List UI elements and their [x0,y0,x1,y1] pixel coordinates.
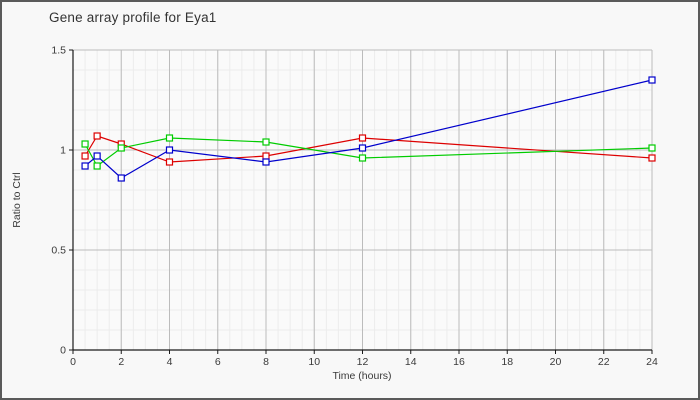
x-tick-label: 10 [308,356,320,368]
y-tick-label: 1 [60,145,66,157]
x-tick-label: 16 [453,356,465,368]
series-red-marker [93,132,101,140]
series-blue-marker [117,174,125,182]
series-red-marker [648,154,656,162]
series-green-marker [165,134,174,142]
series-green-marker [648,144,656,152]
x-tick-label: 14 [405,356,417,368]
y-tick-label: 0.5 [51,245,66,257]
series-blue-marker [648,76,656,84]
series-green-marker [81,140,89,148]
x-tick-label: 18 [501,356,513,368]
series-red-marker [81,152,89,160]
x-axis-title: Time (hours) [332,370,392,382]
x-tick-label: 6 [215,356,221,368]
series-red-marker [262,152,270,160]
series-blue-marker [165,146,174,154]
series-green-marker [262,138,270,146]
chart-title: Gene array profile for Eya1 [49,10,217,25]
series-green-marker [93,162,101,170]
series-blue-marker [358,144,367,152]
series-red-marker [165,158,174,166]
x-tick-label: 0 [70,356,76,368]
series-blue-marker [262,158,270,166]
x-tick-label: 20 [550,356,562,368]
series-green-marker [117,144,125,152]
series-green-marker [358,154,367,162]
x-tick-label: 24 [646,356,658,368]
y-tick-label: 1.5 [51,45,66,57]
x-tick-label: 22 [598,356,610,368]
series-red-marker [358,134,367,142]
x-tick-label: 12 [357,356,369,368]
x-tick-label: 8 [263,356,269,368]
series-blue-marker [81,162,89,170]
series-blue-marker [93,152,101,160]
x-tick-label: 4 [167,356,173,368]
x-tick-label: 2 [118,356,124,368]
y-tick-label: 0 [60,345,66,357]
y-axis-title: Ratio to Ctrl [11,172,23,228]
